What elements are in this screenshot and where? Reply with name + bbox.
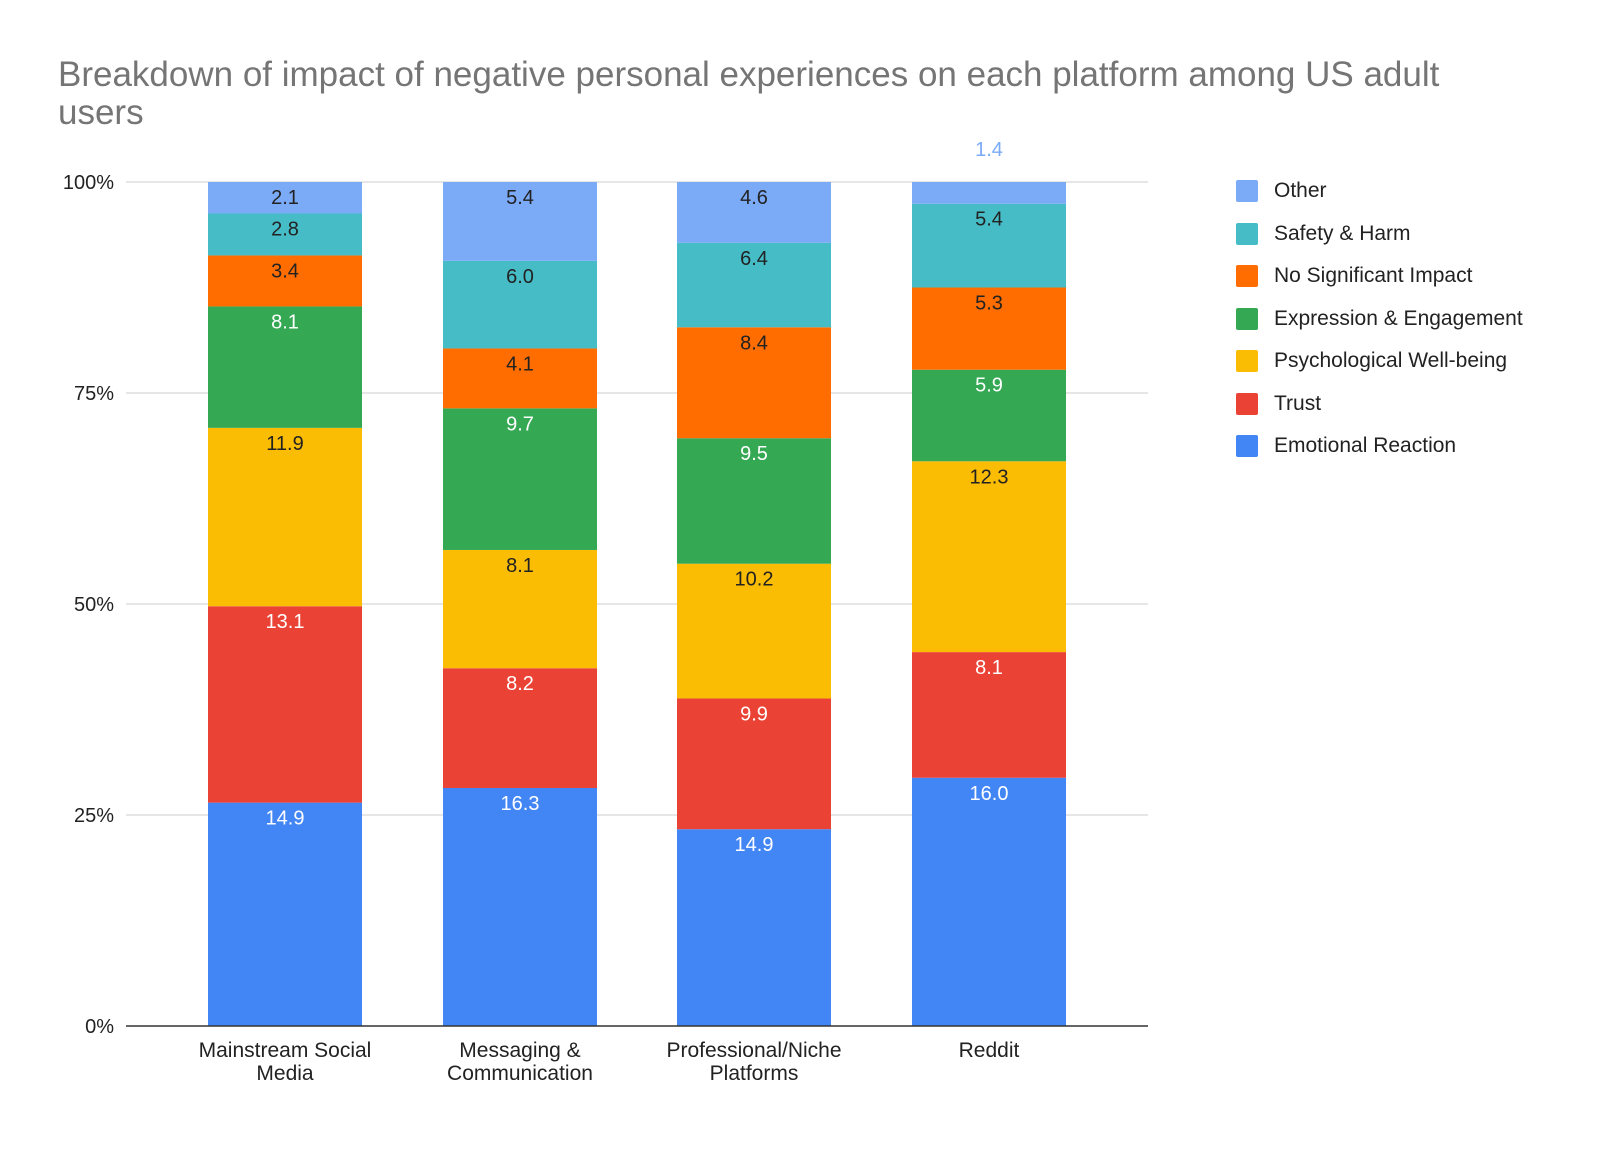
data-label: 1.4 xyxy=(975,139,1003,161)
bar-segment xyxy=(443,348,597,409)
legend-swatch xyxy=(1236,435,1258,458)
legend-label: Expression & Engagement xyxy=(1274,306,1523,330)
data-label: 9.7 xyxy=(506,413,534,435)
data-label: 13.1 xyxy=(266,611,305,633)
bars xyxy=(208,182,1066,1026)
data-label: 9.5 xyxy=(740,443,768,465)
bar-segment xyxy=(208,802,362,1026)
x-category-label: Messaging & Communication xyxy=(447,1039,593,1085)
data-label: 2.8 xyxy=(271,218,299,240)
legend-item: Emotional Reaction xyxy=(1236,425,1523,468)
bar-segment xyxy=(912,182,1066,204)
bar-segment xyxy=(677,182,831,243)
x-category-label: Reddit xyxy=(959,1039,1020,1062)
data-label: 6.4 xyxy=(740,248,768,270)
bar-segment xyxy=(208,606,362,803)
bar-segment xyxy=(912,461,1066,653)
data-label: 14.9 xyxy=(266,808,305,830)
data-label: 6.0 xyxy=(506,266,534,288)
bar-segment xyxy=(912,203,1066,288)
bar-segment xyxy=(208,306,362,428)
legend-swatch xyxy=(1236,350,1258,373)
bar-segment xyxy=(443,668,597,788)
chart-title: Breakdown of impact of negative personal… xyxy=(58,55,1440,132)
x-category-label: Professional/Niche Platforms xyxy=(666,1039,841,1085)
y-tick-label: 50% xyxy=(74,594,114,616)
legend-item: Safety & Harm xyxy=(1236,213,1523,256)
bar-segment xyxy=(208,213,362,256)
bar-segment xyxy=(443,408,597,550)
data-label: 4.1 xyxy=(506,353,534,375)
legend-swatch xyxy=(1236,180,1258,203)
bar-segment xyxy=(677,563,831,699)
legend-swatch xyxy=(1236,222,1258,245)
bar-segment xyxy=(912,777,1066,1026)
bar-segment xyxy=(677,327,831,439)
bar-segment xyxy=(677,242,831,328)
data-label: 5.3 xyxy=(975,293,1003,315)
y-tick-label: 0% xyxy=(85,1016,114,1038)
legend-item: Expression & Engagement xyxy=(1236,298,1523,341)
bar-segment xyxy=(208,182,362,214)
data-label: 10.2 xyxy=(735,569,774,591)
bar-segment xyxy=(443,787,597,1026)
bar-segment xyxy=(443,182,597,261)
data-label: 9.9 xyxy=(740,703,768,725)
y-tick-label: 100% xyxy=(63,172,114,194)
legend-label: No Significant Impact xyxy=(1274,264,1473,288)
axes: 0% 25% 50% 75% 100% Mainstream Social Media Mes… xyxy=(63,172,1148,1085)
legend-label: Other xyxy=(1274,179,1327,203)
bar-segment xyxy=(677,829,831,1026)
legend-label: Trust xyxy=(1274,391,1322,415)
bar-segment xyxy=(443,260,597,349)
data-labels: 14.9 13.1 11.9 8.1 3.4 2.8 2.1 16.3 8.2 8.1 9.7 4.1… xyxy=(266,139,1009,856)
data-label: 16.0 xyxy=(970,783,1009,805)
data-label: 8.1 xyxy=(271,311,299,333)
bar-segment xyxy=(912,369,1066,462)
legend-label: Psychological Well-being xyxy=(1274,349,1508,373)
bar-segment xyxy=(443,549,597,669)
data-label: 8.2 xyxy=(506,673,534,695)
legend-item: Psychological Well-being xyxy=(1236,340,1523,383)
bar-segment xyxy=(208,427,362,607)
legend-label: Safety & Harm xyxy=(1274,221,1411,245)
data-label: 3.4 xyxy=(271,260,299,282)
legend-item: Other xyxy=(1236,170,1523,213)
data-label: 5.9 xyxy=(975,375,1003,397)
data-label: 2.1 xyxy=(271,187,299,209)
legend-item: Trust xyxy=(1236,383,1523,426)
data-label: 16.3 xyxy=(501,793,540,815)
x-category-label: Mainstream Social Media xyxy=(199,1039,372,1085)
data-label: 11.9 xyxy=(266,433,303,455)
y-tick-label: 25% xyxy=(74,805,114,827)
y-tick-label: 75% xyxy=(74,383,114,405)
bar-segment xyxy=(912,652,1066,778)
legend-item: No Significant Impact xyxy=(1236,255,1523,298)
data-label: 8.4 xyxy=(740,332,768,354)
data-label: 5.4 xyxy=(975,209,1003,231)
bar-segment xyxy=(208,255,362,307)
data-label: 4.6 xyxy=(740,187,768,209)
legend-label: Emotional Reaction xyxy=(1274,434,1457,458)
legend-swatch xyxy=(1236,307,1258,330)
data-label: 8.1 xyxy=(975,657,1003,679)
legend-swatch xyxy=(1236,265,1258,288)
bar-segment xyxy=(912,287,1066,370)
bar-segment xyxy=(677,698,831,830)
bar-segment xyxy=(677,438,831,564)
legend: Other Safety & Harm No Significant Impact E… xyxy=(1236,170,1523,468)
legend-swatch xyxy=(1236,392,1258,415)
data-label: 12.3 xyxy=(970,466,1009,488)
data-label: 8.1 xyxy=(506,555,534,577)
data-label: 5.4 xyxy=(506,187,534,209)
data-label: 14.9 xyxy=(735,834,774,856)
